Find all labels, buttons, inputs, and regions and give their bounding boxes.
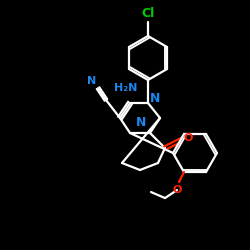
Text: N: N [150, 92, 160, 104]
Text: N: N [136, 116, 146, 128]
Text: O: O [172, 185, 182, 195]
Text: Cl: Cl [142, 7, 154, 20]
Text: N: N [87, 76, 96, 86]
Text: H₂N: H₂N [114, 83, 138, 93]
Text: O: O [184, 133, 194, 143]
